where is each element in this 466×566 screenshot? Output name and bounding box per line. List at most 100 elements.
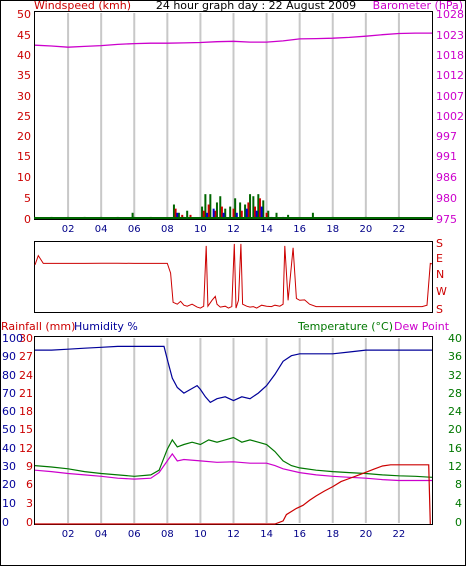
rain-humidity-temp-panel: Rainfall (mm) Humidity % Temperature (°C… — [1, 320, 462, 540]
wind-bar — [245, 208, 248, 219]
barometer-tick-label: 991 — [436, 150, 457, 163]
temp-hour-ticks: 02 04 06 08 10 12 14 16 18 20 22 — [62, 529, 406, 540]
temperature-tick-label: 24 — [448, 405, 462, 418]
direction-tick-label: N — [436, 268, 444, 281]
barometer-axis-label: Barometer (hPa) — [373, 0, 463, 12]
wind-bar — [202, 210, 205, 219]
wind-bar — [176, 212, 179, 219]
rainfall-tick-label: 12 — [19, 442, 33, 455]
wind-bar — [177, 212, 180, 219]
wind-hour-tick-label: 16 — [293, 224, 306, 235]
wind-direction-line — [34, 243, 433, 309]
wind-tick-label: 0 — [24, 213, 31, 226]
wind-axis-label: Windspeed (kmh) — [34, 0, 131, 12]
direction-tick-label: E — [436, 252, 443, 265]
wind-bar — [255, 210, 258, 219]
humidity-axis-ticks: 0 10 20 30 40 50 60 70 80 90 100 — [2, 332, 23, 529]
barometer-tick-label: 980 — [436, 192, 457, 205]
temperature-tick-label: 16 — [448, 442, 462, 455]
humidity-tick-label: 40 — [2, 442, 16, 455]
barometer-tick-label: 1018 — [436, 49, 464, 62]
wind-bar — [252, 196, 255, 219]
temp-hour-tick-label: 12 — [227, 529, 240, 540]
wind-tick-label: 45 — [17, 29, 31, 42]
rainfall-tick-label: 9 — [26, 460, 33, 473]
barometer-line — [34, 32, 432, 48]
wind-bar — [131, 212, 134, 219]
wind-barometer-panel: 24 hour graph day : 22 August 2009 Winds… — [17, 0, 464, 235]
dew_point-line — [34, 452, 432, 482]
humidity-tick-label: 80 — [2, 369, 16, 382]
wind-bar — [257, 194, 260, 219]
wind-bar — [247, 202, 250, 219]
wind-tick-label: 50 — [17, 8, 31, 21]
wind-bar — [204, 194, 207, 219]
temp-hour-tick-label: 18 — [326, 529, 339, 540]
wind-bar — [219, 196, 222, 219]
rainfall-tick-label: 27 — [19, 350, 33, 363]
rain-line — [35, 464, 431, 525]
temperature-line — [34, 436, 433, 478]
wind-tick-label: 25 — [17, 110, 31, 123]
rainfall-axis-label: Rainfall (mm) — [1, 320, 75, 333]
rainfall-tick-label: 15 — [19, 423, 33, 436]
wind-bar — [234, 198, 237, 219]
wind-hour-tick-label: 12 — [227, 224, 240, 235]
wind-bar — [232, 208, 235, 219]
barometer-tick-label: 1028 — [436, 8, 464, 21]
wind-hour-tick-label: 10 — [194, 224, 207, 235]
wind-bar — [209, 194, 212, 219]
direction-tick-label: W — [436, 285, 447, 298]
humidity-tick-label: 0 — [2, 516, 9, 529]
wind-plot-marks — [34, 32, 433, 219]
wind-bar — [224, 208, 227, 219]
wind-bar — [189, 214, 192, 219]
chart-title: 24 hour graph day : 22 August 2009 — [156, 0, 356, 12]
rainfall-tick-label: 6 — [26, 478, 33, 491]
barometer-tick-label: 1023 — [436, 29, 464, 42]
barometer-tick-label: 997 — [436, 130, 457, 143]
temperature-tick-label: 4 — [455, 497, 462, 510]
temp-hour-tick-label: 16 — [293, 529, 306, 540]
wind-bar — [174, 208, 177, 219]
humidity-tick-label: 20 — [2, 478, 16, 491]
rainfall-tick-label: 0 — [26, 516, 33, 529]
wind-hour-tick-label: 18 — [326, 224, 339, 235]
temperature-tick-label: 32 — [448, 369, 462, 382]
wind-tick-label: 15 — [17, 150, 31, 163]
rainfall-tick-label: 24 — [19, 369, 33, 382]
wind-tick-label: 10 — [17, 171, 31, 184]
barometer-axis-ticks: 975 980 986 991 997 1002 1007 1012 1018 1023 1028 — [436, 8, 464, 226]
wind-bar — [206, 212, 209, 219]
rainfall-tick-label: 3 — [26, 497, 33, 510]
humidity-tick-label: 50 — [2, 423, 16, 436]
humidity-tick-label: 60 — [2, 405, 16, 418]
wind-hour-tick-label: 08 — [161, 224, 174, 235]
wind-hour-tick-label: 14 — [260, 224, 273, 235]
humidity-tick-label: 70 — [2, 387, 16, 400]
wind-bar — [311, 212, 314, 219]
temp-hour-tick-label: 06 — [128, 529, 141, 540]
wind-axis-ticks: 0 5 10 15 20 25 30 35 40 45 50 — [17, 8, 31, 226]
wind-bar — [186, 210, 189, 219]
temperature-tick-label: 40 — [448, 332, 462, 345]
temp-hour-tick-label: 02 — [62, 529, 75, 540]
barometer-tick-label: 986 — [436, 171, 457, 184]
humidity-tick-label: 100 — [2, 332, 23, 345]
humidity-axis-label: Humidity % — [74, 320, 138, 333]
wind-hour-tick-label: 20 — [359, 224, 372, 235]
wind-bar — [267, 210, 270, 219]
barometer-tick-label: 1002 — [436, 110, 464, 123]
wind-bar — [172, 204, 175, 219]
barometer-tick-label: 1012 — [436, 69, 464, 82]
wind-tick-label: 30 — [17, 90, 31, 103]
temperature-tick-label: 8 — [455, 478, 462, 491]
dew-point-axis-label: Dew Point — [394, 320, 450, 333]
barometer-tick-label: 1007 — [436, 90, 464, 103]
wind-bar — [249, 194, 252, 219]
temperature-tick-label: 12 — [448, 460, 462, 473]
temperature-axis-label: Temperature (°C) — [297, 320, 393, 333]
